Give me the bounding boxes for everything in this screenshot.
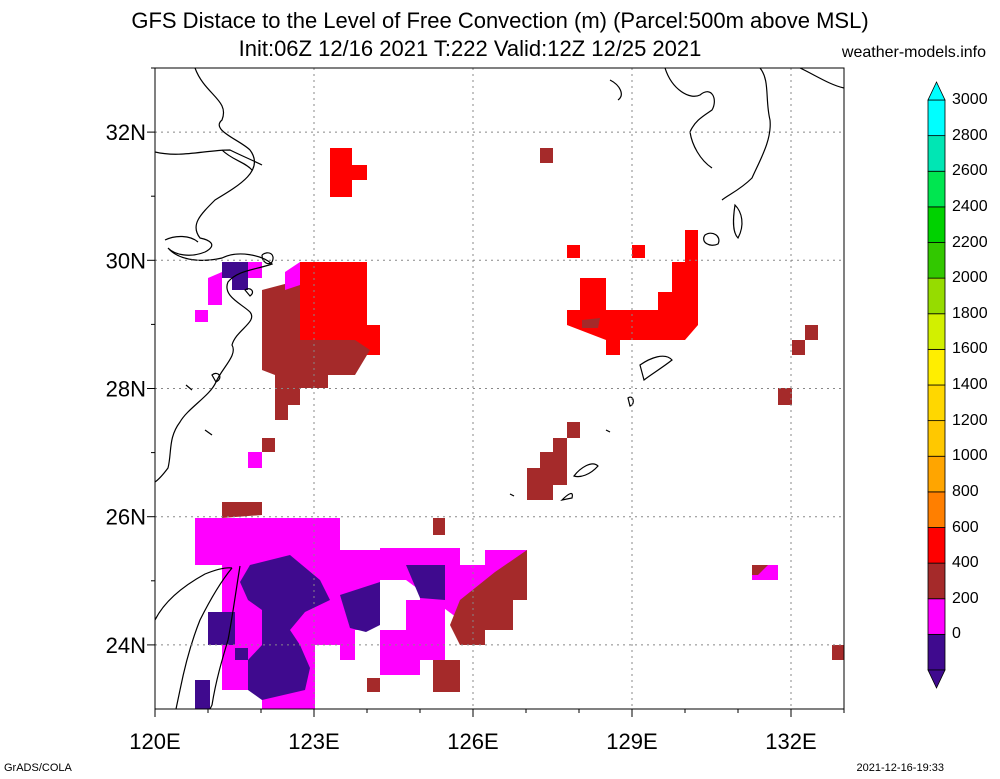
lfc-region: [406, 565, 445, 600]
lfc-region: [367, 678, 380, 692]
lfc-region: [240, 555, 330, 700]
footer-credit: GrADS/COLA: [4, 762, 72, 774]
colorbar-label: 2200: [952, 233, 988, 251]
colorbar-segment: [927, 348, 946, 386]
colorbar-label: 400: [952, 554, 979, 572]
lfc-region: [248, 262, 262, 278]
colorbar-segment: [927, 313, 946, 350]
colorbar-label: 600: [952, 518, 979, 536]
colorbar-segment: [927, 491, 946, 528]
colorbar-min-arrow: [927, 669, 946, 689]
colorbar-segment: [927, 99, 946, 137]
lfc-region: [778, 388, 792, 405]
lon-tick-label: 132E: [765, 729, 816, 754]
colorbar-segment: [927, 384, 946, 422]
lat-tick-label: 32N: [106, 120, 146, 145]
colorbar-segment: [927, 527, 946, 564]
lat-tick-label: 24N: [106, 633, 146, 658]
lat-tick-label: 30N: [106, 248, 146, 273]
colorbar-segment: [927, 455, 946, 493]
colorbar-label: 3000: [952, 91, 988, 108]
colorbar-label: 0: [952, 625, 961, 643]
colorbar-label: 2800: [952, 126, 988, 144]
colorbar-label: 1800: [952, 304, 988, 322]
colorbar-label: 1600: [952, 340, 988, 358]
colorbar-segment: [927, 633, 946, 671]
lfc-region: [527, 438, 567, 500]
footer-timestamp: 2021-12-16-19:33: [856, 762, 944, 774]
map-grid: [155, 68, 844, 709]
colorbar-max-arrow: [927, 81, 946, 101]
lfc-region: [262, 438, 275, 452]
lfc-region: [567, 230, 698, 355]
lat-tick-label: 28N: [106, 377, 146, 402]
chart-subtitle: Init:06Z 12/16 2021 T:222 Valid:12Z 12/2…: [238, 36, 702, 61]
coastlines: [155, 68, 844, 709]
lfc-region: [208, 612, 235, 645]
lfc-region: [208, 272, 222, 305]
colorbar-segment: [927, 562, 946, 600]
lfc-region: [805, 325, 818, 340]
lfc-region: [567, 245, 580, 258]
lfc-region: [285, 262, 300, 290]
axis-ticks: 120E 123E 126E 129E 132E 32N 30N 28N 26N 24N: [106, 67, 845, 754]
lfc-region: [300, 262, 380, 355]
lfc-region: [248, 452, 262, 468]
colorbar-label: 1400: [952, 376, 988, 393]
lon-tick-label: 126E: [447, 729, 498, 754]
lfc-region: [195, 680, 210, 709]
lfc-region: [832, 645, 844, 660]
colorbar-segment: [927, 420, 946, 457]
lfc-region: [632, 245, 645, 258]
colorbar-segment: [927, 598, 946, 635]
lfc-region: [792, 340, 805, 355]
lfc-region: [235, 648, 248, 660]
colorbar-label: 200: [952, 589, 979, 607]
colorbar-label: 800: [952, 482, 979, 500]
lfc-region: [340, 582, 380, 632]
lon-tick-label: 123E: [288, 729, 339, 754]
colorbar-label: 1200: [952, 411, 988, 429]
colorbar-segment: [927, 206, 946, 243]
colorbar-label: 1000: [952, 447, 988, 465]
colorbar-segment: [927, 170, 946, 208]
lfc-region: [330, 148, 367, 197]
colorbar-segment: [927, 135, 946, 172]
lon-tick-label: 120E: [129, 729, 180, 754]
site-label: weather-models.info: [841, 44, 986, 61]
colorbar-label: 2000: [952, 269, 988, 287]
lfc-region: [433, 518, 445, 535]
colorbar-segment: [927, 277, 946, 315]
lon-tick-label: 129E: [606, 729, 657, 754]
colorbar-segment: [927, 242, 946, 279]
lfc-region: [582, 318, 600, 328]
lfc-region: [540, 148, 553, 163]
lfc-region: [450, 550, 527, 645]
lfc-region: [195, 310, 208, 322]
lfc-region: [222, 502, 262, 518]
lat-tick-label: 26N: [106, 505, 146, 530]
lfc-field: [195, 148, 844, 709]
colorbar: [927, 81, 946, 689]
colorbar-label: 2600: [952, 162, 988, 180]
lfc-region: [567, 422, 580, 438]
lfc-region: [262, 262, 370, 420]
chart-title: GFS Distace to the Level of Free Convect…: [131, 8, 869, 33]
lfc-region: [752, 565, 768, 575]
lfc-region: [433, 660, 460, 692]
colorbar-label: 2400: [952, 197, 988, 215]
